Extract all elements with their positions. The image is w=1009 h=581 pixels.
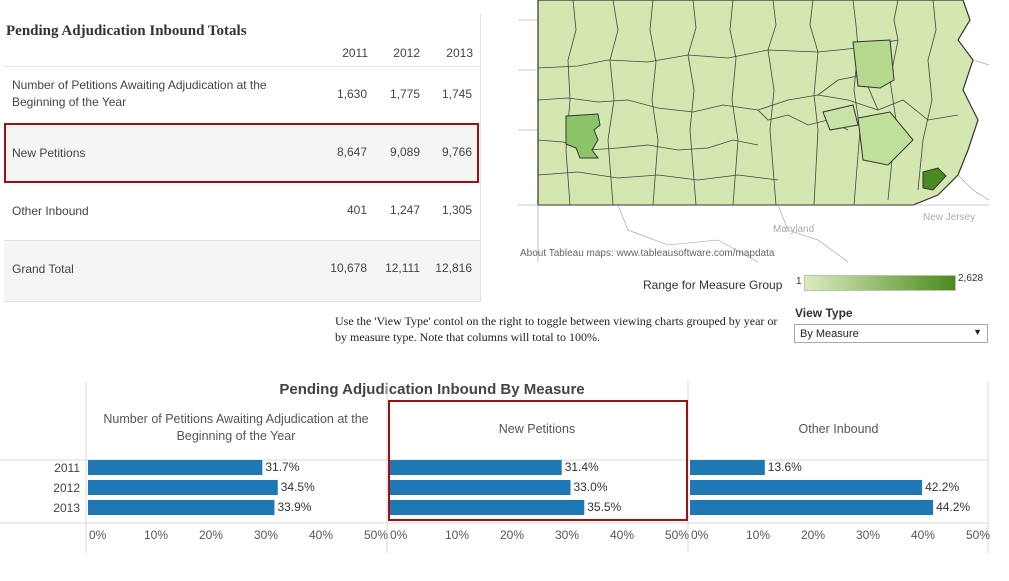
x-tick-label: 20% [801, 528, 826, 542]
bar [88, 460, 263, 475]
legend-max: 2,628 [958, 273, 984, 284]
table-row[interactable]: New Petitions 8,647 9,089 9,766 [4, 124, 480, 183]
totals-table: Pending Adjudication Inbound Totals 2011… [4, 14, 481, 302]
x-tick-label: 0% [390, 528, 408, 542]
table-header-year: 2011 [342, 46, 368, 60]
bar [690, 480, 923, 495]
map-place-label: New Jersey [923, 212, 975, 223]
x-tick-label: 10% [746, 528, 771, 542]
bar [88, 480, 278, 495]
bar-value-label: 13.6% [767, 460, 802, 474]
bar [690, 500, 934, 515]
table-cell: 10,678 [330, 261, 367, 275]
county-highlight [852, 39, 895, 89]
table-cell: 401 [346, 203, 367, 217]
x-tick-label: 0% [89, 528, 107, 542]
table-cell: 1,775 [389, 87, 420, 101]
x-tick-label: 30% [856, 528, 881, 542]
table-cell: 12,816 [435, 261, 472, 275]
bar-value-label: 42.2% [925, 480, 960, 494]
x-tick-label: 10% [144, 528, 169, 542]
panel-header: Other Inbound [798, 422, 879, 436]
x-tick-label: 30% [254, 528, 279, 542]
chart-title: Pending Adjudication Inbound By Measure [279, 381, 585, 398]
x-tick-label: 40% [610, 528, 635, 542]
x-tick-label: 10% [445, 528, 470, 542]
x-tick-label: 50% [364, 528, 389, 542]
bar-chart: Pending Adjudication Inbound By Measure … [0, 375, 1009, 581]
table-cell: 1,745 [441, 87, 472, 101]
x-tick-label: 20% [500, 528, 525, 542]
neighbor-borders [518, 19, 989, 262]
table-cell: 12,111 [385, 261, 420, 275]
table-cell: 1,630 [336, 87, 367, 101]
bar-value-label: 31.4% [564, 460, 599, 474]
county-highlight [822, 104, 859, 131]
x-tick-label: 20% [199, 528, 224, 542]
legend-label: Range for Measure Group [643, 278, 783, 292]
bar-value-label: 33.9% [277, 500, 312, 514]
bar [389, 480, 571, 495]
map-canvas[interactable]: Maryland New Jersey [518, 0, 989, 262]
category-label: 2013 [53, 501, 80, 515]
map-credit-link[interactable]: About Tableau maps: www.tableausoftware.… [520, 248, 775, 259]
bar-value-label: 34.5% [280, 480, 315, 494]
county-map[interactable]: Maryland New Jersey [518, 0, 989, 262]
bar-value-label: 33.0% [573, 480, 608, 494]
instruction-note: Use the 'View Type' contol on the right … [335, 314, 778, 344]
bar [88, 500, 275, 515]
row-label: New Petitions [12, 146, 86, 160]
row-label: Number of Petitions Awaiting Adjudicatio… [12, 78, 267, 109]
chart-canvas [0, 381, 989, 553]
panel-header: New Petitions [498, 422, 576, 436]
table-header-year: 2013 [446, 46, 473, 60]
row-label: Grand Total [12, 262, 74, 276]
view-type-dropdown[interactable]: By Measure ▼ [794, 324, 988, 343]
category-label: 2012 [53, 481, 80, 495]
dropdown-arrow-icon: ▼ [973, 327, 982, 337]
bar-value-label: 35.5% [587, 500, 622, 514]
legend-gradient [804, 275, 956, 291]
table-row[interactable]: Number of Petitions Awaiting Adjudicatio… [4, 66, 480, 125]
county-highlight [857, 111, 914, 166]
view-type-selected: By Measure [800, 328, 859, 340]
table-row[interactable]: Grand Total 10,678 12,111 12,816 [4, 240, 480, 301]
x-tick-label: 40% [309, 528, 334, 542]
x-tick-label: 0% [691, 528, 709, 542]
bar [690, 460, 765, 475]
table-cell: 1,247 [389, 203, 420, 217]
state-region [537, 0, 979, 206]
table-header-year: 2012 [393, 46, 420, 60]
county-highlight [565, 113, 601, 159]
x-tick-label: 30% [555, 528, 580, 542]
category-label: 2011 [54, 461, 80, 475]
legend-min: 1 [796, 276, 802, 287]
bar [389, 460, 562, 475]
map-place-label: Maryland [773, 224, 814, 235]
table-cell: 9,089 [389, 145, 420, 159]
table-cell: 8,647 [336, 145, 367, 159]
table-cell: 1,305 [441, 203, 472, 217]
row-highlight-box [4, 123, 479, 183]
x-tick-label: 50% [966, 528, 991, 542]
view-type-label: View Type [795, 306, 853, 320]
x-tick-label: 50% [665, 528, 690, 542]
bar [389, 500, 585, 515]
bar-value-label: 44.2% [936, 500, 971, 514]
panel-highlight-box [388, 400, 688, 521]
table-title: Pending Adjudication Inbound Totals [6, 23, 247, 39]
table-row[interactable]: Other Inbound 401 1,247 1,305 [4, 182, 480, 241]
bar-value-label: 31.7% [265, 460, 300, 474]
x-tick-label: 40% [911, 528, 936, 542]
row-label: Other Inbound [12, 204, 89, 218]
table-cell: 9,766 [441, 145, 472, 159]
county-highlight [922, 167, 947, 191]
panel-header: Number of Petitions Awaiting Adjudicatio… [103, 412, 369, 443]
